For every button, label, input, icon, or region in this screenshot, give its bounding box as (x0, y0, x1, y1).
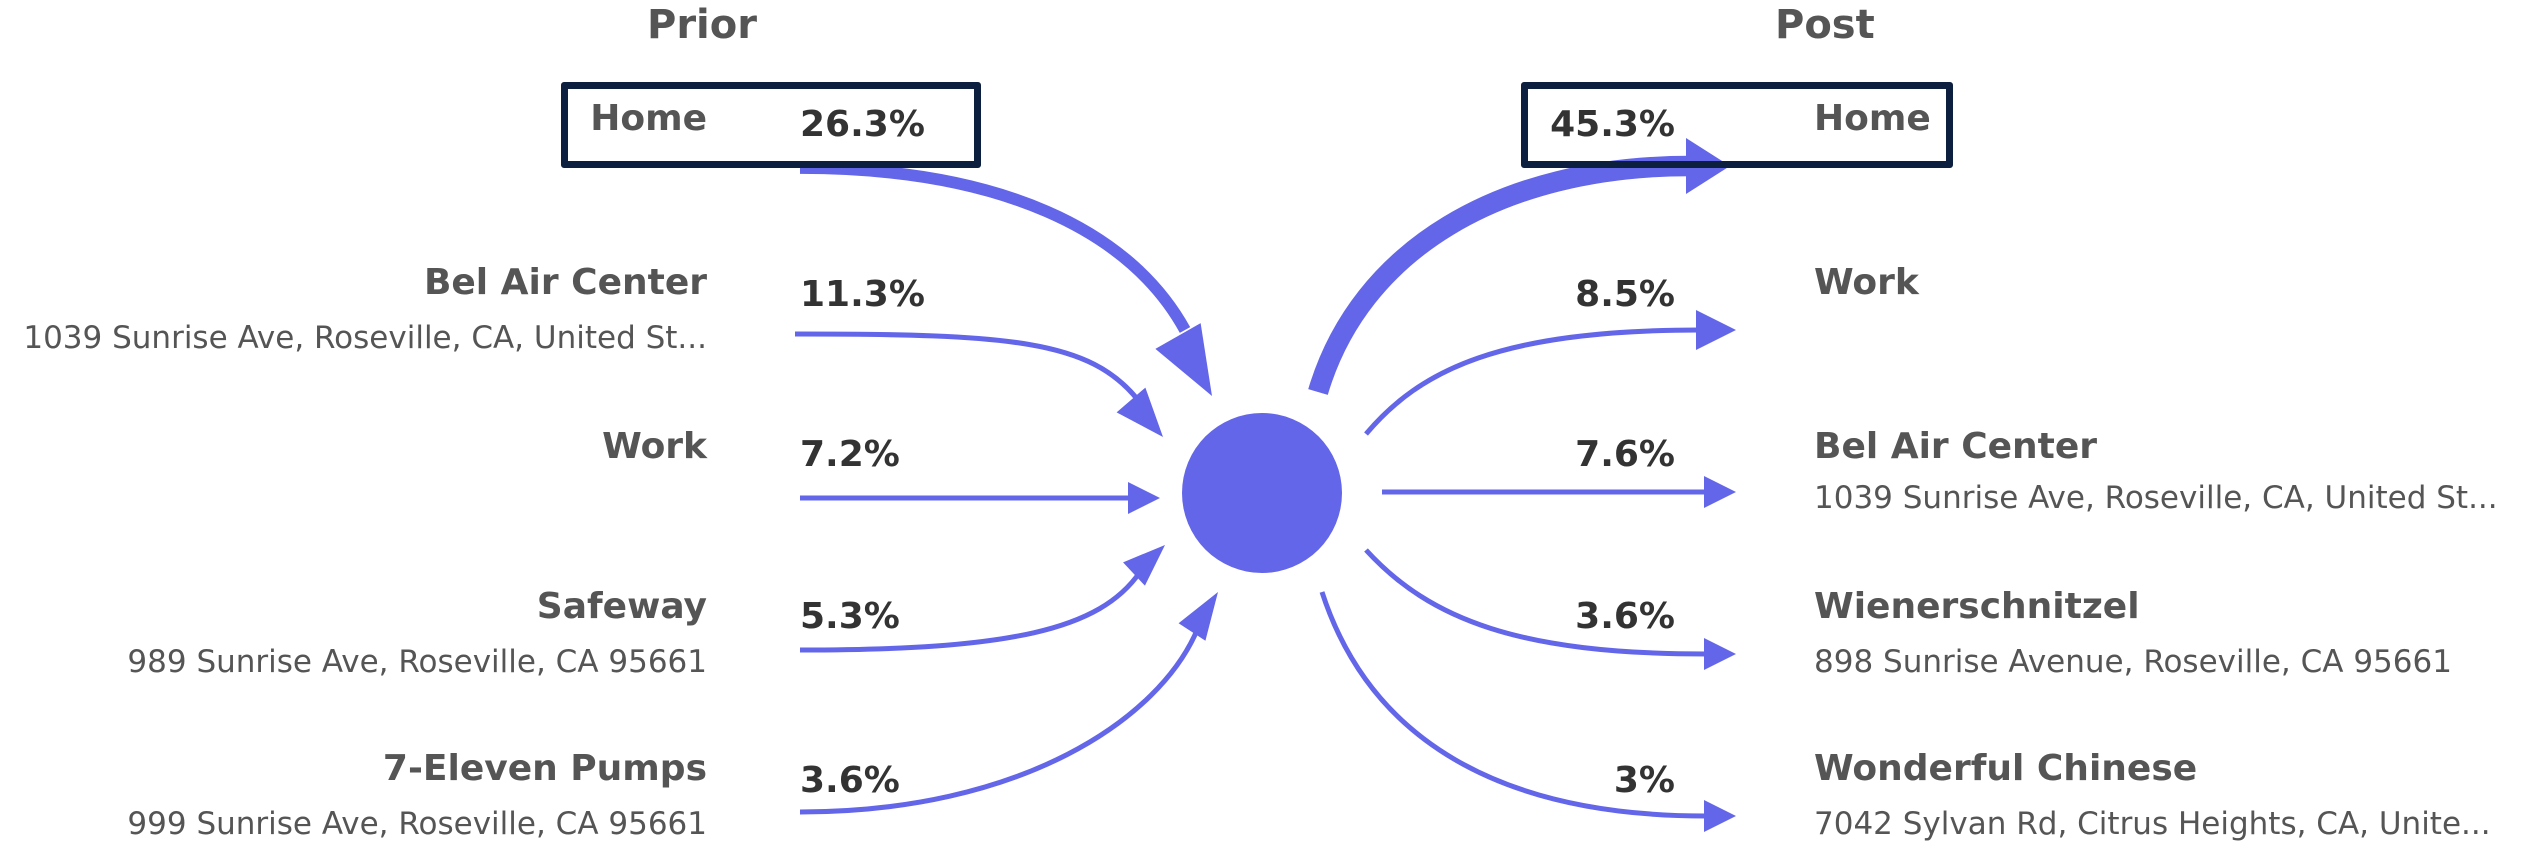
prior-item-address: 989 Sunrise Ave, Roseville, CA 95661 (127, 644, 707, 680)
prior-flow-arrow (799, 570, 1143, 653)
prior-item-name: 7-Eleven Pumps (382, 748, 707, 789)
post-item-percent: 3.6% (1575, 596, 1675, 637)
post-flow-arrow (1364, 548, 1707, 657)
post-item-percent: 45.3% (1550, 104, 1675, 145)
prior-item-percent: 5.3% (800, 596, 900, 637)
prior-item-percent: 3.6% (800, 760, 900, 801)
post-item-address: 7042 Sylvan Rd, Citrus Heights, CA, Unit… (1814, 806, 2491, 842)
post-flow-arrow-head (1696, 310, 1736, 350)
prior-item-address: 1039 Sunrise Ave, Roseville, CA, United … (23, 320, 707, 356)
prior-flow-arrow-head (1155, 323, 1212, 396)
post-flow-arrow (1308, 155, 1691, 395)
prior-item-percent: 11.3% (800, 274, 925, 315)
post-item-address: 898 Sunrise Avenue, Roseville, CA 95661 (1814, 644, 2452, 680)
prior-item-percent: 26.3% (800, 104, 925, 145)
prior-flow-arrow (799, 627, 1201, 815)
prior-flow-arrow-head (1116, 387, 1163, 437)
post-item-address: 1039 Sunrise Ave, Roseville, CA, United … (1814, 480, 2498, 516)
post-flow-arrow-head (1704, 800, 1736, 832)
post-flow-arrow (1364, 327, 1701, 436)
post-item-name: Bel Air Center (1814, 426, 2098, 467)
post-title: Post (1775, 2, 1875, 48)
prior-item-percent: 7.2% (800, 434, 900, 475)
prior-flow-arrow (799, 162, 1191, 333)
post-flow-arrow (1319, 591, 1707, 819)
post-flow-arrow-head (1704, 476, 1736, 508)
post-item-name: Home (1814, 98, 1931, 139)
prior-home-highlight (561, 82, 981, 168)
post-item-name: Wienerschnitzel (1814, 586, 2140, 627)
prior-flow-arrow-head (1128, 482, 1160, 514)
post-home-highlight (1521, 82, 1953, 168)
prior-item-name: Work (602, 426, 707, 467)
post-item-percent: 3% (1613, 760, 1675, 801)
prior-item-name: Home (590, 98, 707, 139)
prior-item-address: 999 Sunrise Ave, Roseville, CA 95661 (127, 806, 707, 842)
center-node (1182, 413, 1342, 573)
prior-flow-arrow-head (1123, 545, 1165, 586)
post-item-name: Wonderful Chinese (1814, 748, 2198, 789)
prior-title: Prior (647, 2, 757, 48)
post-flow-arrow-head (1704, 638, 1736, 670)
prior-item-name: Bel Air Center (423, 262, 707, 303)
post-item-percent: 7.6% (1575, 434, 1675, 475)
post-item-name: Work (1814, 262, 1919, 303)
post-item-percent: 8.5% (1575, 274, 1675, 315)
prior-flow-arrow-head (1178, 592, 1218, 641)
prior-flow-arrow (794, 331, 1140, 402)
prior-item-name: Safeway (536, 586, 707, 627)
